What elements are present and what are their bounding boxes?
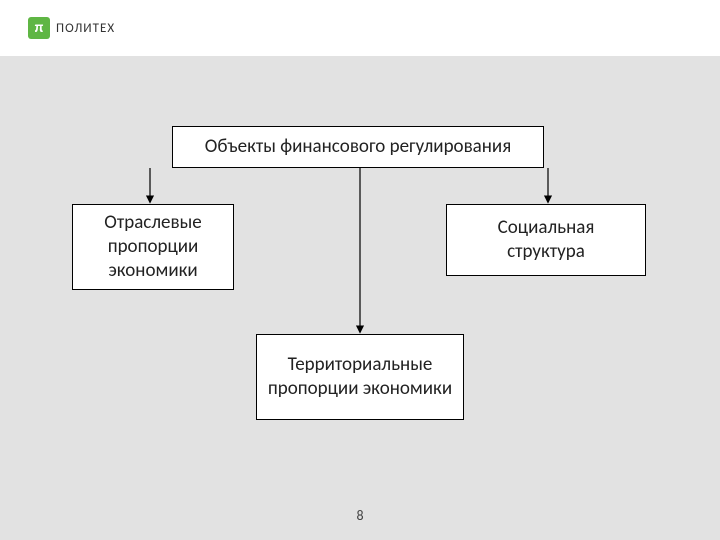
node-label: Отраслевые пропорции экономики bbox=[83, 211, 223, 282]
node-root: Объекты финансового регулирования bbox=[172, 126, 544, 168]
node-mid: Территориальные пропорции экономики bbox=[256, 334, 464, 420]
node-left: Отраслевые пропорции экономики bbox=[72, 204, 234, 290]
node-label: Социальная структура bbox=[457, 216, 635, 264]
node-right: Социальная структура bbox=[446, 204, 646, 276]
logo-text: ПОЛИТЕХ bbox=[56, 21, 115, 36]
header: π ПОЛИТЕХ bbox=[0, 0, 720, 56]
page-number: 8 bbox=[0, 507, 720, 524]
logo-symbol: π bbox=[35, 21, 44, 36]
node-label: Территориальные пропорции экономики bbox=[267, 353, 453, 401]
logo-icon: π bbox=[28, 17, 50, 39]
diagram-canvas: Объекты финансового регулирования Отрасле… bbox=[0, 56, 720, 540]
node-label: Объекты финансового регулирования bbox=[205, 135, 511, 159]
